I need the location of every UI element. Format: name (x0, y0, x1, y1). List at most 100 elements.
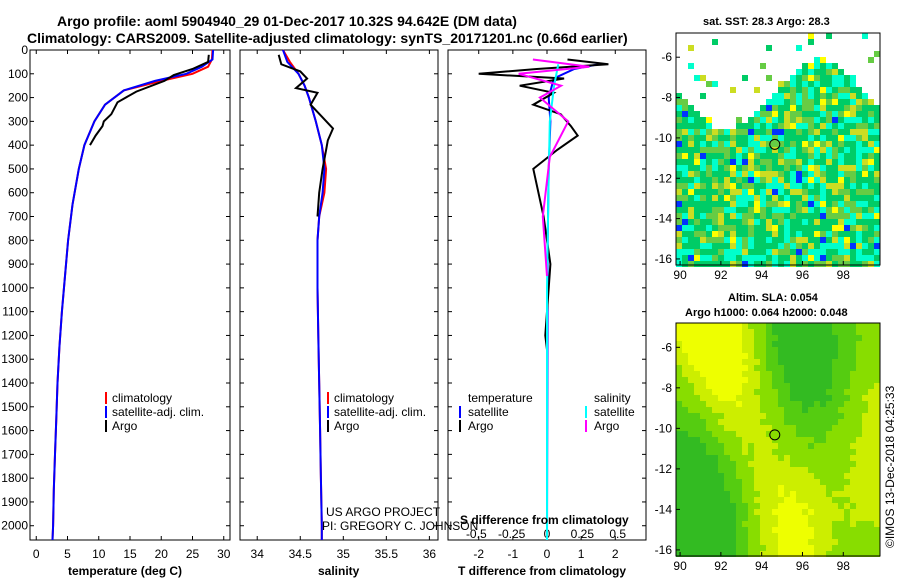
map-cell (874, 533, 880, 539)
map-cell (754, 323, 760, 329)
map-cell (814, 129, 820, 135)
map-cell (814, 329, 820, 335)
sst-map-cells (676, 33, 880, 267)
map-cell (874, 473, 880, 479)
map-cell (868, 401, 874, 407)
map-cell (754, 431, 760, 437)
map-cell (826, 99, 832, 105)
map-cell (796, 341, 802, 347)
map-cell (790, 165, 796, 171)
map-cell (676, 231, 682, 237)
map-cell (844, 249, 850, 255)
map-cell (856, 491, 862, 497)
map-cell (676, 225, 682, 231)
map-cell (766, 461, 772, 467)
map-cell (712, 431, 718, 437)
map-cell (748, 533, 754, 539)
map-cell (838, 243, 844, 249)
map-cell (754, 207, 760, 213)
map-cell (700, 395, 706, 401)
map-cell (862, 443, 868, 449)
map-cell (790, 231, 796, 237)
map-cell (862, 479, 868, 485)
map-cell (712, 485, 718, 491)
map-cell (862, 249, 868, 255)
map-cell (856, 533, 862, 539)
map-cell (718, 237, 724, 243)
map-cell (796, 45, 802, 51)
map-cell (820, 371, 826, 377)
map-cell (676, 147, 682, 153)
map-cell (862, 449, 868, 455)
map-cell (826, 377, 832, 383)
map-cell (730, 201, 736, 207)
map-cell (718, 225, 724, 231)
map-cell (796, 479, 802, 485)
map-cell (874, 335, 880, 341)
map-cell (796, 473, 802, 479)
map-cell (736, 437, 742, 443)
map-cell (874, 539, 880, 545)
map-cell (718, 165, 724, 171)
map-lat-label: -6 (661, 340, 672, 354)
map-cell (760, 141, 766, 147)
map-cell (874, 117, 880, 123)
salinity-legend: climatology satellite-adj. clim. Argo (327, 391, 426, 433)
map-cell (772, 93, 778, 99)
map-cell (694, 213, 700, 219)
map-cell (766, 105, 772, 111)
map-cell (820, 413, 826, 419)
map-cell (712, 473, 718, 479)
map-cell (844, 509, 850, 515)
map-cell (766, 237, 772, 243)
map-cell (682, 189, 688, 195)
map-cell (754, 123, 760, 129)
map-cell (796, 443, 802, 449)
map-cell (766, 231, 772, 237)
map-cell (784, 401, 790, 407)
map-cell (856, 99, 862, 105)
map-cell (856, 449, 862, 455)
map-cell (862, 147, 868, 153)
map-cell (688, 503, 694, 509)
map-cell (868, 449, 874, 455)
map-cell (790, 123, 796, 129)
map-cell (772, 323, 778, 329)
map-cell (826, 431, 832, 437)
map-cell (874, 255, 880, 261)
map-cell (874, 249, 880, 255)
map-cell (796, 243, 802, 249)
depth-tick-label: 100 (8, 67, 28, 81)
map-cell (766, 129, 772, 135)
series-line-argo (89, 54, 210, 146)
map-cell (754, 467, 760, 473)
map-cell (742, 129, 748, 135)
map-cell (712, 503, 718, 509)
map-cell (766, 389, 772, 395)
map-cell (754, 491, 760, 497)
map-cell (760, 431, 766, 437)
map-cell (826, 419, 832, 425)
map-cell (754, 497, 760, 503)
map-cell (790, 437, 796, 443)
map-cell (754, 147, 760, 153)
map-cell (736, 249, 742, 255)
map-cell (808, 485, 814, 491)
map-cell (856, 123, 862, 129)
map-cell (820, 395, 826, 401)
map-cell (724, 141, 730, 147)
map-cell (700, 249, 706, 255)
map-cell (850, 371, 856, 377)
map-cell (820, 177, 826, 183)
map-cell (712, 383, 718, 389)
map-cell (868, 177, 874, 183)
map-cell (706, 419, 712, 425)
map-cell (850, 377, 856, 383)
map-cell (814, 479, 820, 485)
map-cell (730, 87, 736, 93)
map-cell (874, 105, 880, 111)
map-cell (838, 99, 844, 105)
map-cell (718, 213, 724, 219)
map-cell (784, 329, 790, 335)
map-cell (766, 551, 772, 557)
